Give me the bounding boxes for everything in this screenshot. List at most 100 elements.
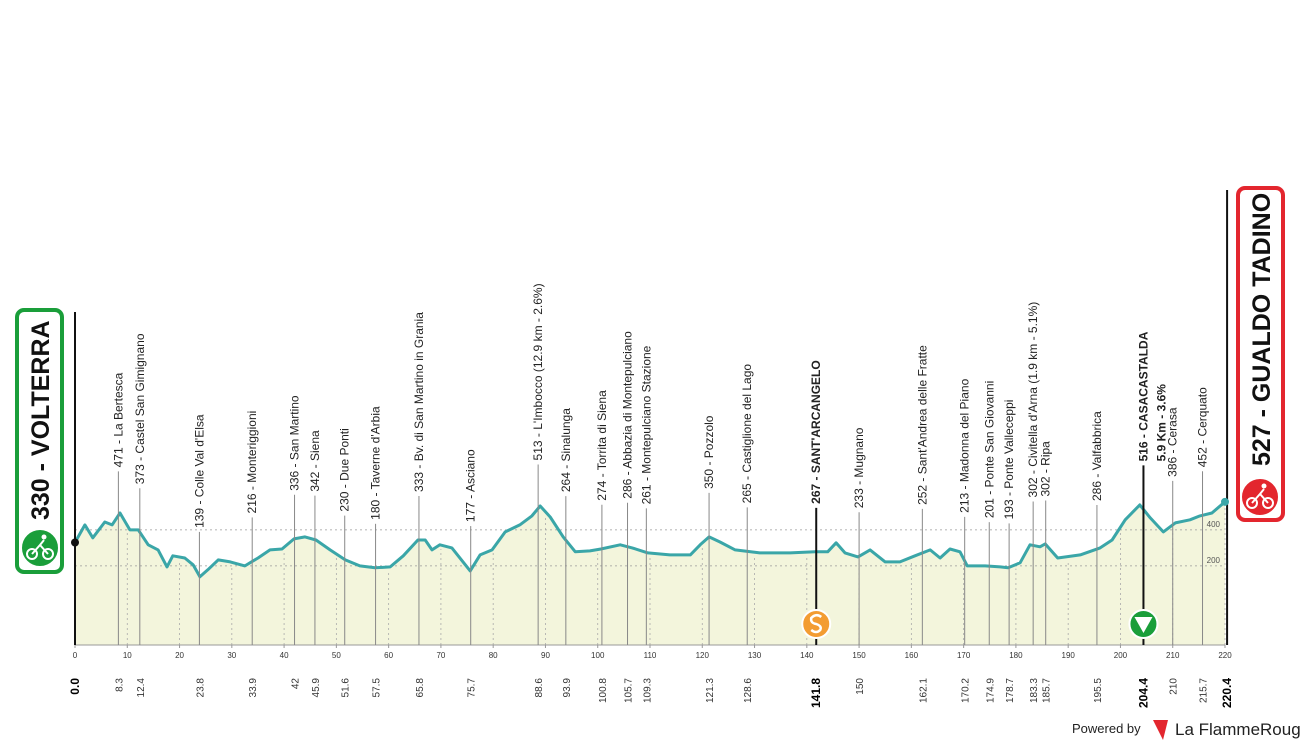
waypoint-km: 23.8 bbox=[195, 678, 206, 698]
waypoint-label: 233 - Mugnano bbox=[852, 427, 866, 508]
waypoint-km: 75.7 bbox=[467, 678, 478, 698]
waypoint-km: 150 bbox=[855, 678, 866, 695]
waypoint-km: 183.3 bbox=[1029, 678, 1040, 703]
waypoint-label: 471 - La Bertesca bbox=[111, 372, 125, 467]
waypoint-km: 210 bbox=[1169, 678, 1180, 695]
waypoint-label: 333 - Bv. di San Martino in Grania bbox=[412, 312, 426, 492]
waypoint-km: 128.6 bbox=[743, 678, 754, 703]
waypoint-km: 109.3 bbox=[642, 678, 653, 703]
waypoint-km: 162.1 bbox=[918, 678, 929, 703]
waypoint-km: 100.8 bbox=[598, 678, 609, 703]
waypoint-label: 267 - SANT'ARCANGELO bbox=[809, 360, 823, 504]
waypoint-km: 121.3 bbox=[705, 678, 716, 703]
waypoint-km: 12.4 bbox=[136, 678, 147, 698]
waypoint-label: 180 - Taverne d'Arbia bbox=[369, 406, 383, 520]
powered-by: Powered by bbox=[1072, 721, 1141, 736]
x-tick-label: 210 bbox=[1166, 651, 1180, 660]
brand-logo bbox=[1153, 720, 1168, 740]
waypoint-km: 174.9 bbox=[985, 678, 996, 703]
waypoint-label: 252 - Sant'Andrea delle Fratte bbox=[915, 345, 929, 505]
waypoint-km: 220.4 bbox=[1220, 678, 1234, 708]
waypoint-label: 336 - San Martino bbox=[288, 395, 302, 491]
waypoint-label: 452 - Cerquato bbox=[1196, 387, 1210, 467]
x-tick-label: 60 bbox=[384, 651, 393, 660]
waypoint-label: 139 - Colle Val d'Elsa bbox=[192, 414, 206, 528]
x-tick-label: 110 bbox=[644, 651, 657, 660]
start-label: 330 - VOLTERRA bbox=[27, 320, 55, 520]
finish-label: 527 - GUALDO TADINO bbox=[1248, 193, 1276, 466]
waypoint-label: 350 - Pozzolo bbox=[702, 415, 716, 489]
x-tick-label: 150 bbox=[852, 651, 866, 660]
waypoint-label: 286 - Abbazia di Montepulciano bbox=[621, 331, 635, 499]
waypoint-km: 33.9 bbox=[248, 678, 259, 698]
waypoint-label: 342 - Siena bbox=[308, 430, 322, 492]
waypoint-label: 302 - Ripa bbox=[1039, 441, 1053, 497]
x-tick-label: 80 bbox=[489, 651, 498, 660]
profile-line bbox=[73, 500, 1226, 579]
waypoint-label: 386 - Cerasa bbox=[1166, 407, 1180, 477]
plot: 200 400 bbox=[73, 500, 1226, 645]
waypoint-label: 213 - Madonna del Piano bbox=[958, 378, 972, 512]
start-icon bbox=[20, 528, 60, 568]
waypoint-km: 45.9 bbox=[311, 678, 322, 698]
x-tick-label: 30 bbox=[227, 651, 236, 660]
x-tick-label: 90 bbox=[541, 651, 550, 660]
waypoint-label: 274 - Torrita di Siena bbox=[595, 390, 609, 501]
x-tick-label: 100 bbox=[591, 651, 605, 660]
waypoint-label: 193 - Ponte Valleceppi bbox=[1002, 400, 1016, 520]
waypoint-label: 264 - Sinalunga bbox=[559, 408, 573, 492]
waypoint-km: 105.7 bbox=[624, 678, 635, 703]
waypoint-km: 141.8 bbox=[809, 678, 823, 708]
x-tick-label: 160 bbox=[905, 651, 919, 660]
waypoint-km: 204.4 bbox=[1136, 678, 1150, 708]
finish-icon bbox=[1240, 477, 1280, 517]
x-tick-label: 170 bbox=[957, 651, 971, 660]
x-tick-label: 190 bbox=[1062, 651, 1076, 660]
waypoint-km: 65.8 bbox=[415, 678, 426, 698]
waypoint-label: 513 - L'Imbocco (12.9 km - 2.6%) bbox=[531, 283, 545, 460]
waypoint-label: 261 - Montepulciano Stazione bbox=[639, 345, 653, 504]
waypoint-km: 178.7 bbox=[1005, 678, 1016, 703]
start-box bbox=[15, 308, 64, 574]
finish-box bbox=[1236, 186, 1285, 522]
x-tick-label: 40 bbox=[280, 651, 289, 660]
waypoint-label: 373 - Castel San Gimignano bbox=[133, 333, 147, 484]
x-tick-label: 10 bbox=[123, 651, 132, 660]
waypoint-km: 42 bbox=[291, 678, 302, 690]
waypoint-km: 88.6 bbox=[534, 678, 545, 698]
x-tick-label: 50 bbox=[332, 651, 341, 660]
x-tick-label: 130 bbox=[748, 651, 762, 660]
waypoint-label: 177 - Asciano bbox=[464, 449, 478, 522]
waypoint-km: 93.9 bbox=[562, 678, 573, 698]
waypoint-km: 215.7 bbox=[1199, 678, 1210, 703]
waypoint-km: 51.6 bbox=[341, 678, 352, 698]
waypoint-km: 8.3 bbox=[114, 678, 125, 692]
sprint-icon-glyph bbox=[809, 614, 823, 634]
waypoint-label: 286 - Valfabbrica bbox=[1090, 411, 1104, 501]
x-tick-label: 20 bbox=[175, 651, 184, 660]
waypoint-km: 195.5 bbox=[1093, 678, 1104, 703]
waypoint-km: 170.2 bbox=[961, 678, 972, 703]
finish-point bbox=[1221, 497, 1229, 506]
waypoint-km: 57.5 bbox=[372, 678, 383, 698]
waypoint-sublabel: 5.9 Km - 3.6% bbox=[1154, 384, 1168, 462]
waypoint-label: 302 - Civitella d'Arna (1.9 km - 5.1%) bbox=[1026, 302, 1040, 498]
waypoint-label: 201 - Ponte San Giovanni bbox=[982, 381, 996, 518]
waypoint-km: 0.0 bbox=[68, 678, 82, 695]
brand: La FlammeRouge bbox=[1175, 720, 1300, 739]
kom-icon-glyph bbox=[1134, 617, 1153, 633]
y-tick-label: 200 bbox=[1207, 556, 1221, 565]
waypoint-label: 265 - Castiglione del Lago bbox=[740, 364, 754, 504]
waypoint-label: 216 - Monteriggioni bbox=[245, 411, 259, 514]
x-tick-label: 120 bbox=[696, 651, 710, 660]
x-tick-label: 220 bbox=[1218, 651, 1232, 660]
x-tick-label: 0 bbox=[73, 651, 78, 660]
x-tick-label: 200 bbox=[1114, 651, 1128, 660]
x-tick-label: 140 bbox=[800, 651, 814, 660]
x-tick-label: 70 bbox=[436, 651, 445, 660]
waypoint-label: 516 - CASACASTALDA bbox=[1136, 331, 1150, 461]
start-point bbox=[71, 538, 79, 547]
waypoint-km: 185.7 bbox=[1042, 678, 1053, 703]
x-tick-label: 180 bbox=[1009, 651, 1023, 660]
